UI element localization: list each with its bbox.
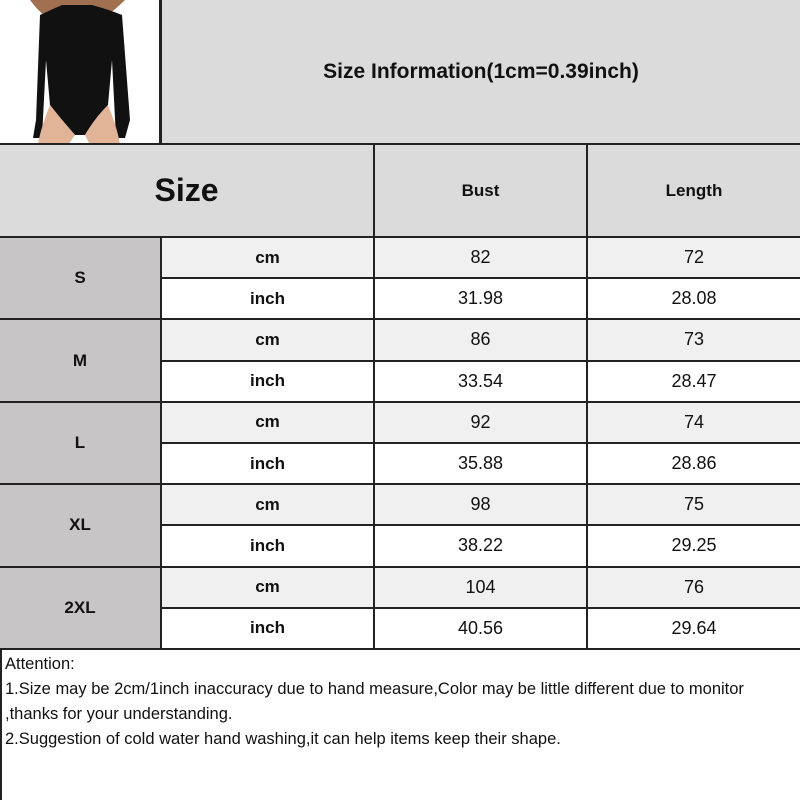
unit-cm: cm [162, 320, 375, 362]
product-photo [0, 0, 162, 145]
bust-value: 98 [375, 485, 588, 527]
unit-inch: inch [162, 361, 375, 403]
length-value: 72 [588, 238, 800, 280]
length-value: 28.47 [588, 361, 800, 403]
bust-value: 86 [375, 320, 588, 362]
unit-inch: inch [162, 279, 375, 321]
length-column-header: Length [588, 145, 800, 238]
bust-value: 104 [375, 567, 588, 609]
unit-cm: cm [162, 402, 375, 444]
unit-cm: cm [162, 567, 375, 609]
unit-cm: cm [162, 238, 375, 280]
size-label: 2XL [0, 567, 162, 650]
length-value: 29.25 [588, 526, 800, 568]
length-value: 74 [588, 402, 800, 444]
length-value: 75 [588, 485, 800, 527]
bust-value: 35.88 [375, 444, 588, 486]
unit-inch: inch [162, 608, 375, 650]
length-value: 76 [588, 567, 800, 609]
size-label: XL [0, 485, 162, 568]
bust-value: 82 [375, 238, 588, 280]
bust-value: 40.56 [375, 608, 588, 650]
unit-inch: inch [162, 526, 375, 568]
size-info-title: Size Information(1cm=0.39inch) [162, 0, 800, 145]
bust-value: 31.98 [375, 279, 588, 321]
length-value: 28.86 [588, 444, 800, 486]
notes-heading: Attention: [5, 655, 75, 673]
bust-value: 38.22 [375, 526, 588, 568]
unit-cm: cm [162, 485, 375, 527]
length-value: 28.08 [588, 279, 800, 321]
size-label: M [0, 320, 162, 403]
note-2: 2.Suggestion of cold water hand washing,… [5, 730, 561, 748]
length-value: 29.64 [588, 608, 800, 650]
unit-inch: inch [162, 444, 375, 486]
bust-value: 33.54 [375, 361, 588, 403]
length-value: 73 [588, 320, 800, 362]
bust-value: 92 [375, 402, 588, 444]
size-label: L [0, 402, 162, 486]
size-label: S [0, 238, 162, 321]
size-column-header: Size [0, 145, 375, 238]
bust-column-header: Bust [375, 145, 588, 238]
note-1: 1.Size may be 2cm/1inch inaccuracy due t… [5, 680, 744, 723]
notes: Attention: 1.Size may be 2cm/1inch inacc… [0, 650, 800, 800]
